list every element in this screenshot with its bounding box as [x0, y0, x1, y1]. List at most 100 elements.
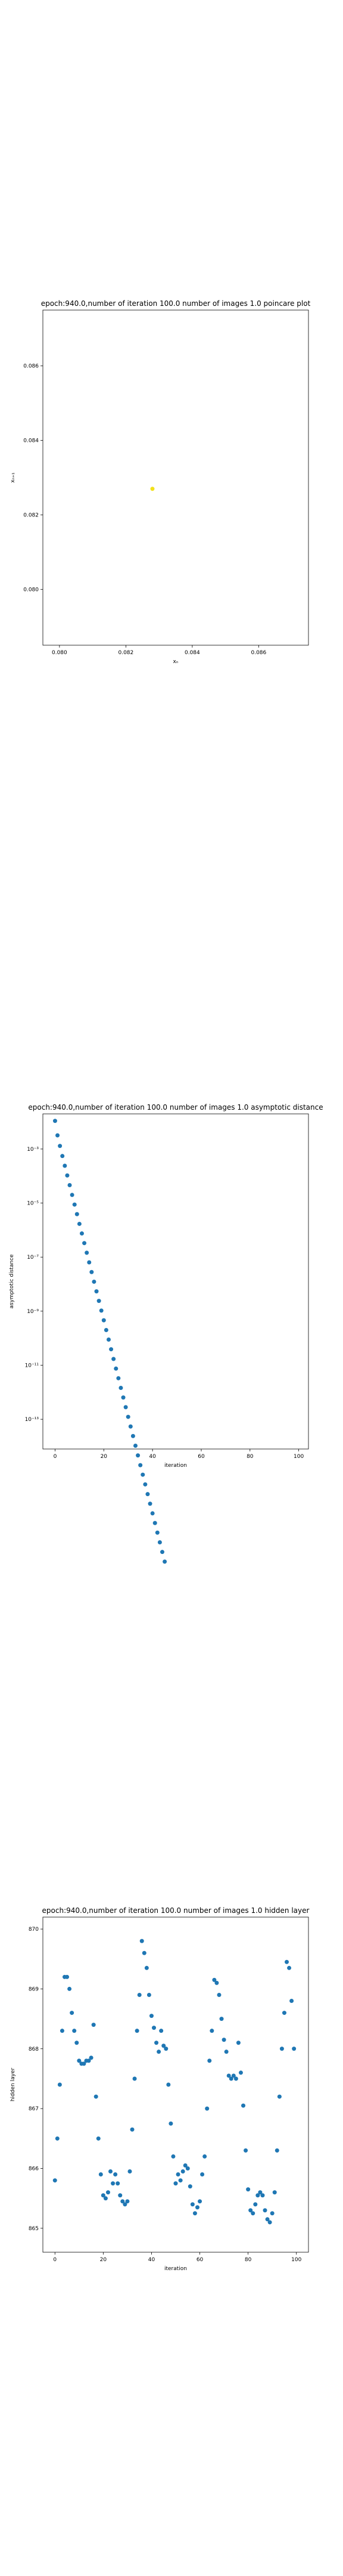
- hidden-layer-point: [127, 2169, 132, 2174]
- hidden-layer-point: [185, 2166, 190, 2171]
- hidden-layer-point: [244, 2148, 248, 2153]
- hidden-layer-point: [233, 2076, 238, 2081]
- asymptotic-distance-point: [141, 1472, 145, 1477]
- hidden-layer-point: [105, 2190, 110, 2195]
- hidden-layer-point: [265, 2217, 270, 2222]
- hidden-layer-point: [103, 2196, 108, 2201]
- asymptotic-distance-point: [101, 1318, 106, 1323]
- asymptotic-distance-point: [150, 1511, 155, 1516]
- hidden-layer-point: [229, 2076, 233, 2081]
- asymptotic-distance-point: [111, 1357, 116, 1361]
- hidden-layer-point: [282, 2011, 286, 2015]
- asymptotic-distance-point: [87, 1260, 92, 1265]
- hidden-layer-xtick-label: 20: [100, 2257, 107, 2263]
- hidden-layer-ytick-label: 870: [29, 1927, 39, 1933]
- poincare-plot-xtick-label: 0.084: [185, 650, 200, 656]
- asymptotic-distance-xtick-label: 20: [101, 1454, 108, 1460]
- hidden-layer-ytick-label: 869: [29, 1986, 39, 1992]
- asymptotic-distance-point: [65, 1173, 70, 1178]
- hidden-layer-point: [86, 2058, 91, 2063]
- hidden-layer-point: [272, 2190, 277, 2195]
- hidden-layer-point: [260, 2193, 265, 2198]
- hidden-layer-point: [236, 2041, 241, 2045]
- hidden-layer-point: [101, 2193, 105, 2198]
- asymptotic-distance-point: [55, 1133, 60, 1138]
- hidden-layer-point: [161, 2044, 166, 2048]
- asymptotic-distance-point: [89, 1270, 94, 1274]
- poincare-plot-title: epoch:940.0,number of iteration 100.0 nu…: [41, 299, 311, 308]
- asymptotic-distance-ytick-label: 10⁻⁷: [27, 1255, 39, 1261]
- hidden-layer-point: [200, 2172, 205, 2177]
- hidden-layer-point: [222, 2038, 226, 2042]
- hidden-layer-point: [113, 2172, 118, 2177]
- hidden-layer-point: [285, 1959, 289, 1964]
- hidden-layer-ytick-label: 867: [29, 2106, 39, 2112]
- poincare-plot-ytick-label: 0.080: [23, 587, 39, 593]
- poincare-plot-point: [150, 487, 155, 491]
- hidden-layer-point: [120, 2199, 125, 2204]
- hidden-layer-xtick-label: 60: [197, 2257, 204, 2263]
- hidden-layer-point: [258, 2190, 263, 2195]
- hidden-layer-ytick-label: 868: [29, 2046, 39, 2052]
- hidden-layer-point: [146, 1992, 151, 1997]
- hidden-layer-point: [255, 2193, 260, 2198]
- hidden-layer-point: [132, 2076, 137, 2081]
- asymptotic-distance-xtick-label: 0: [54, 1454, 57, 1460]
- hidden-layer-xtick-label: 40: [148, 2257, 155, 2263]
- hidden-layer-point: [231, 2073, 236, 2078]
- asymptotic-distance-point: [126, 1414, 130, 1419]
- hidden-layer-point: [116, 2181, 120, 2186]
- hidden-layer-point: [152, 2026, 157, 2030]
- asymptotic-distance-point: [82, 1241, 87, 1246]
- hidden-layer-point: [77, 2058, 82, 2063]
- asymptotic-distance-point: [136, 1453, 141, 1458]
- hidden-layer-point: [67, 1986, 72, 1991]
- asymptotic-distance-xlabel: iteration: [164, 1463, 187, 1469]
- asymptotic-distance-point: [160, 1550, 164, 1555]
- asymptotic-distance-axes-frame: [42, 1113, 309, 1450]
- poincare-plot-ylabel: xₙ₊₁: [10, 472, 16, 483]
- hidden-layer-point: [289, 1999, 294, 2003]
- hidden-layer-point: [154, 2041, 159, 2045]
- hidden-layer-point: [91, 2023, 96, 2027]
- asymptotic-distance-point: [58, 1144, 63, 1148]
- poincare-plot-xtick-label: 0.086: [251, 650, 266, 656]
- hidden-layer-xtick-label: 80: [245, 2257, 252, 2263]
- hidden-layer-point: [173, 2181, 178, 2186]
- hidden-layer-point: [157, 2049, 161, 2054]
- asymptotic-distance-point: [70, 1193, 74, 1197]
- hidden-layer-point: [188, 2184, 192, 2189]
- hidden-layer-point: [217, 1992, 222, 1997]
- hidden-layer-point: [251, 2211, 255, 2216]
- poincare-plot-xtick-label: 0.082: [118, 650, 133, 656]
- asymptotic-distance-ylabel: asymptotic distance: [9, 1254, 15, 1308]
- hidden-layer-point: [292, 2046, 297, 2051]
- hidden-layer-point: [219, 2017, 224, 2021]
- hidden-layer-point: [137, 1992, 142, 1997]
- hidden-layer-point: [164, 2046, 169, 2051]
- hidden-layer-point: [183, 2163, 188, 2168]
- hidden-layer-point: [241, 2103, 246, 2108]
- hidden-layer-point: [246, 2187, 251, 2192]
- poincare-plot-ytick-label: 0.086: [23, 364, 39, 370]
- hidden-layer-point: [205, 2106, 210, 2111]
- asymptotic-distance-point: [148, 1501, 152, 1506]
- hidden-layer-point: [149, 2014, 154, 2018]
- hidden-layer-point: [70, 2011, 74, 2015]
- hidden-layer-point: [263, 2208, 267, 2213]
- hidden-layer-point: [57, 2082, 62, 2087]
- hidden-layer-ytick-label: 865: [29, 2226, 39, 2232]
- asymptotic-distance-ytick-label: 10⁻⁹: [27, 1309, 39, 1315]
- asymptotic-distance-point: [109, 1347, 114, 1352]
- hidden-layer-point: [267, 2220, 272, 2225]
- asymptotic-distance-point: [94, 1289, 99, 1294]
- hidden-layer-point: [207, 2058, 212, 2063]
- asymptotic-distance-point: [155, 1530, 160, 1535]
- hidden-layer-point: [93, 2094, 98, 2099]
- asymptotic-distance-point: [96, 1299, 101, 1304]
- hidden-layer-title: epoch:940.0,number of iteration 100.0 nu…: [42, 1906, 310, 1915]
- poincare-plot: epoch:940.0,number of iteration 100.0 nu…: [10, 299, 311, 665]
- asymptotic-distance-point: [63, 1163, 67, 1168]
- asymptotic-distance-point: [143, 1482, 148, 1487]
